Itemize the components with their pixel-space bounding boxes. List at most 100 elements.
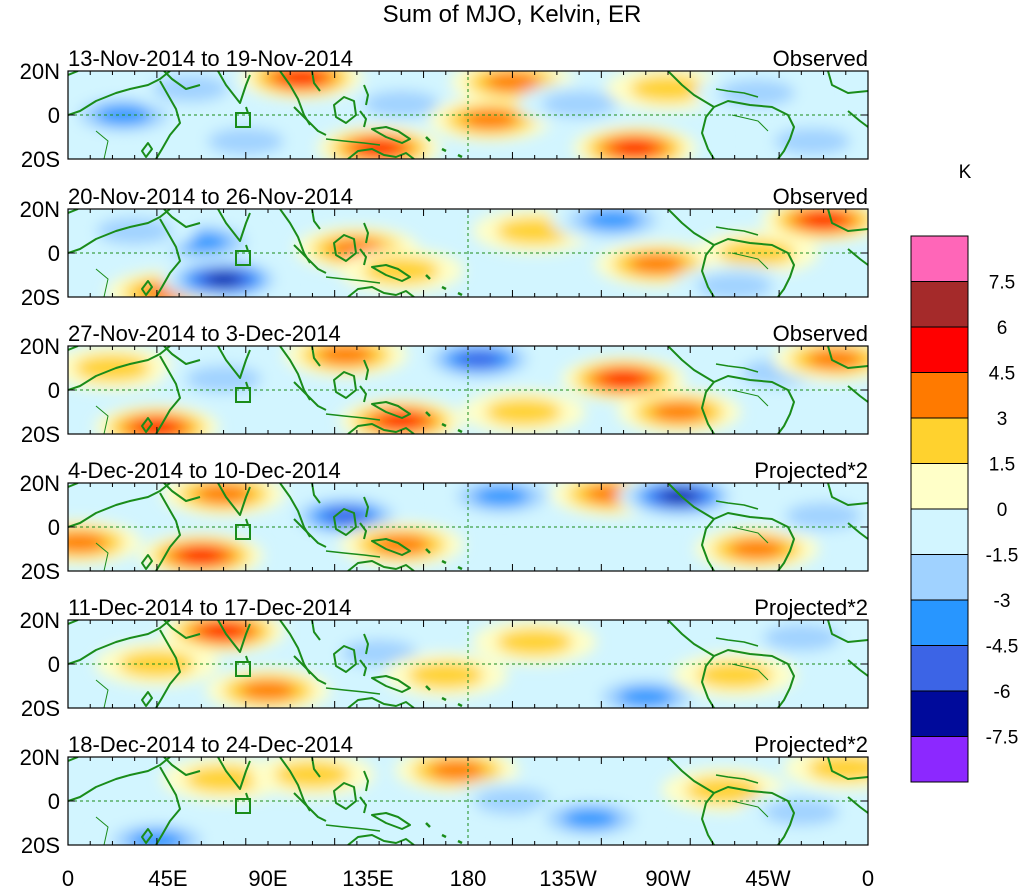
map-panel: 20-Nov-2014 to 26-Nov-2014 Observed 20N 0 20… [20,184,869,310]
panel-label: Observed [773,321,868,346]
panel-period: 20-Nov-2014 to 26-Nov-2014 [68,184,353,209]
y-tick-label: 0 [48,241,60,266]
y-tick-label: 0 [48,515,60,540]
colorbar-tick-label: 7.5 [989,273,1015,294]
x-tick-label: 0 [62,866,74,889]
x-tick-label: 90W [645,866,690,889]
panels-group: 13-Nov-2014 to 19-Nov-2014 Observed20N020… [20,46,869,858]
anomaly-contour [629,75,707,103]
colorbar-swatch [910,690,969,737]
anomaly-contour [763,624,840,652]
colorbar: K 7.5 6 4.5 3 1.5 0 -1.5 -3 -4.5 -6 -7.5 [910,162,1019,783]
colorbar-swatch [910,417,969,464]
anomaly-contour [584,210,640,230]
anomaly-contour [718,79,796,107]
colorbar-tick-label: 1.5 [989,455,1015,476]
x-tick-label: 180 [450,866,487,889]
y-tick-label: 0 [48,103,60,128]
y-tick-label: 20N [20,334,60,359]
marker-box [235,112,251,128]
anomaly-contour [279,71,323,86]
anomaly-contour [185,765,262,793]
anomaly-contour [629,254,685,274]
anomaly-contour [457,351,501,367]
anomaly-contour [207,127,284,155]
anomaly-contour [340,639,418,667]
panel-period: 13-Nov-2014 to 19-Nov-2014 [68,46,353,71]
panel-label: Projected*2 [754,458,868,483]
marker-box [235,524,251,540]
y-tick-label: 20N [20,471,60,496]
anomaly-contour [685,776,762,804]
anomaly-contour [763,798,840,826]
anomaly-contour [613,140,657,156]
colorbar-swatch [910,463,969,510]
colorbar-tick-label: -6 [994,682,1011,703]
map-panel: 11-Dec-2014 to 17-Dec-2014 Projected*2 20N… [20,595,869,721]
anomaly-field [94,620,864,708]
colorbar-swatch [910,508,969,555]
y-tick-label: 20S [21,147,60,172]
colorbar-tick-label: -4.5 [986,637,1019,658]
anomaly-contour [274,761,351,789]
marker-box [235,798,251,814]
anomaly-contour [205,273,242,286]
anomaly-contour [807,349,863,369]
anomaly-contour [363,90,440,118]
colorbar-tick-label: -3 [994,591,1011,612]
anomaly-field [68,71,868,159]
anomaly-contour [696,661,773,689]
colorbar-swatch [910,645,969,692]
anomaly-contour [651,402,707,422]
y-tick-label: 0 [48,378,60,403]
y-tick-label: 20S [21,559,60,584]
x-tick-label: 90E [248,866,287,889]
marker-box [235,387,251,403]
panel-period: 4-Dec-2014 to 10-Dec-2014 [68,458,341,483]
y-tick-label: 20S [21,696,60,721]
y-tick-label: 0 [48,789,60,814]
x-tick-label: 0 [862,866,874,889]
anomaly-contour [240,680,296,701]
anomaly-contour [473,486,529,506]
colorbar-swatch [910,554,969,601]
colorbar-tick-label: 0 [997,500,1008,521]
anomaly-contour [774,127,851,155]
x-tick-label: 45E [148,866,187,889]
y-tick-label: 20S [21,422,60,447]
anomaly-contour [462,109,518,130]
colorbar-units: K [959,162,972,183]
marker-box [235,661,251,677]
panel-label: Observed [773,184,868,209]
colorbar-swatch [910,326,969,373]
anomaly-contour [729,539,785,559]
anomaly-contour [74,354,151,382]
colorbar-swatch [910,599,969,646]
colorbar-swatch [910,281,969,328]
anomaly-contour [407,661,484,689]
chart-title: Sum of MJO, Kelvin, ER [383,1,642,28]
anomaly-contour [496,628,573,656]
map-panel: 4-Dec-2014 to 10-Dec-2014 Projected*2 20N 0… [20,458,869,584]
y-tick-label: 20S [21,833,60,858]
anomaly-contour [68,532,107,553]
anomaly-contour [429,760,485,780]
y-tick-label: 20N [20,197,60,222]
y-tick-label: 20S [21,285,60,310]
anomaly-contour [179,547,223,564]
colorbar-tick-label: -1.5 [986,546,1019,567]
colorbar-tick-label: 4.5 [989,364,1015,385]
anomaly-contour [618,687,674,707]
map-panel: 13-Nov-2014 to 19-Nov-2014 Observed 20N 0 20… [20,46,869,172]
colorbar-swatch [910,235,969,282]
colorbar-tick-label: 6 [997,318,1008,339]
y-tick-label: 20N [20,608,60,633]
x-axis: 0 45E 90E 135E 180 135W 90W 45W 0 [62,866,874,889]
anomaly-contour [540,90,618,118]
colorbar-tick-label: 3 [997,409,1008,430]
anomaly-contour [562,808,618,829]
y-tick-label: 20N [20,59,60,84]
panel-label: Observed [773,46,868,71]
anomaly-contour [484,72,540,92]
